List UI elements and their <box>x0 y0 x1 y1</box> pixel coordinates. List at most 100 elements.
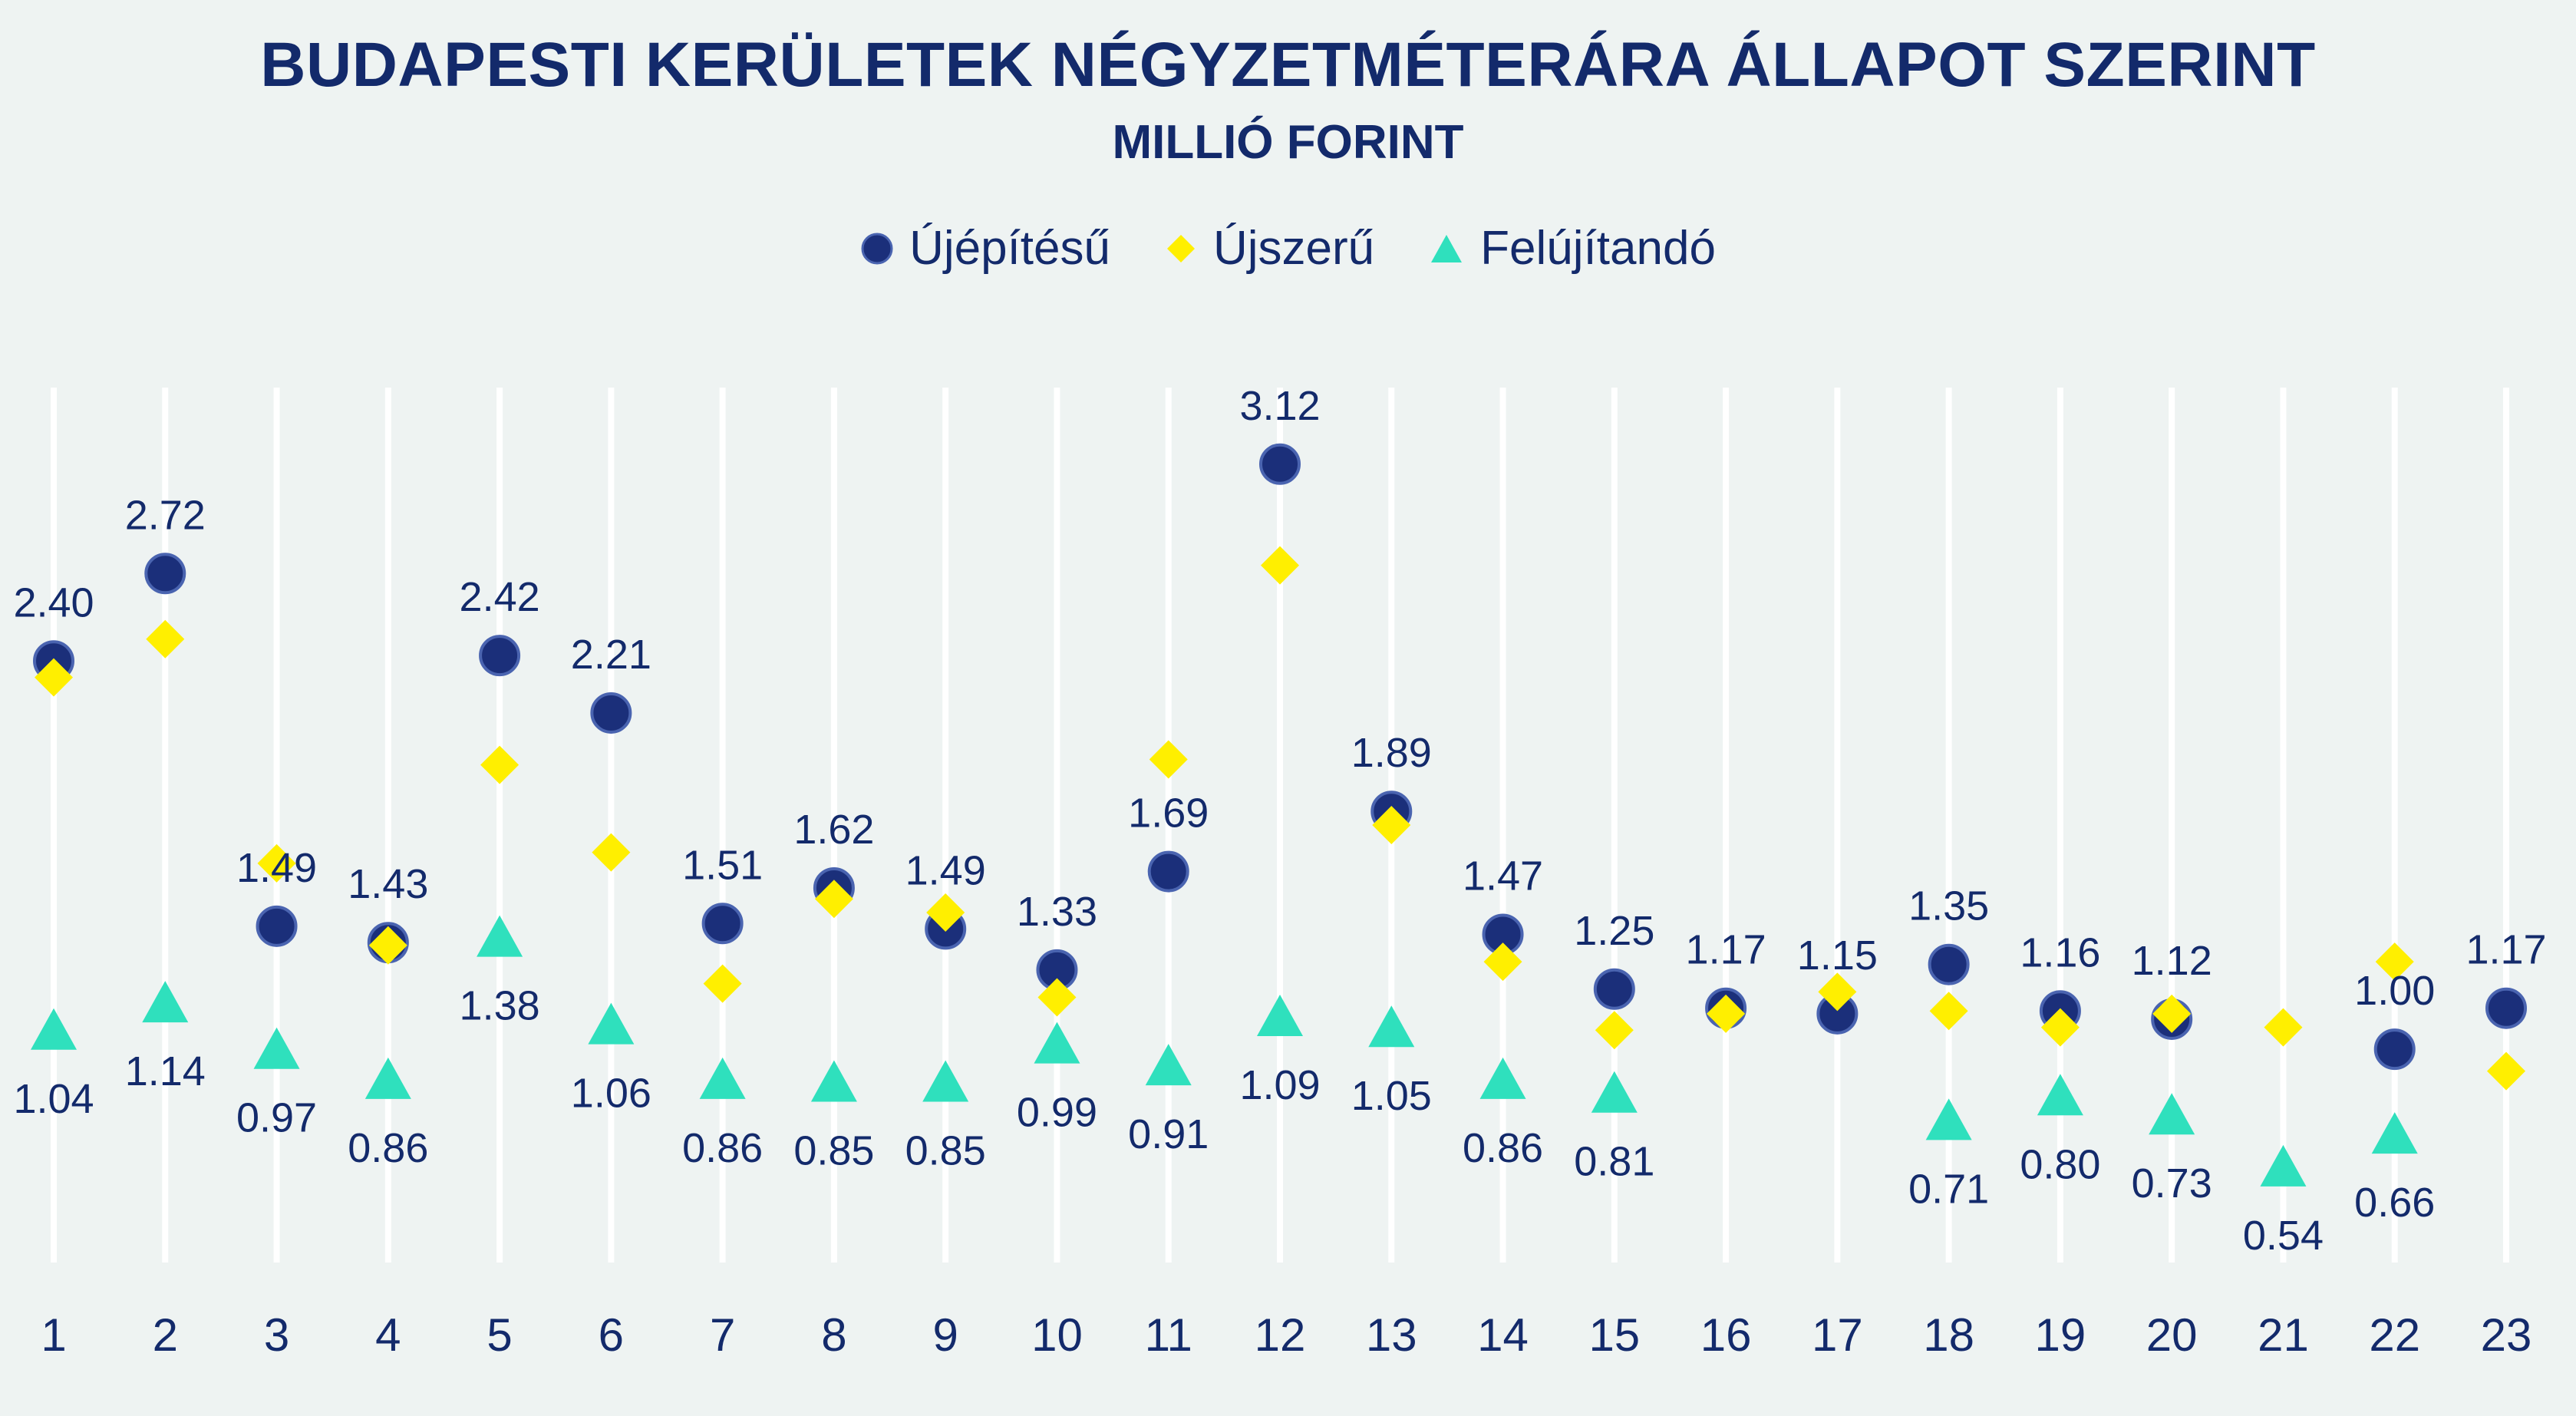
ujepitesu-data-label: 1.89 <box>1351 730 1432 776</box>
ujszeru-point <box>35 658 73 697</box>
felujitando-data-label: 0.91 <box>1128 1111 1209 1157</box>
x-tick-label: 17 <box>1812 1309 1863 1361</box>
ujepitesu-data-label: 1.12 <box>2132 938 2212 984</box>
ujepitesu-point <box>256 905 298 947</box>
x-tick-label: 20 <box>2146 1309 2198 1361</box>
legend-item-ujepitesu[interactable]: Újépítésű <box>860 221 1110 276</box>
ujszeru-point <box>1707 994 1746 1033</box>
ujepitesu-data-label: 1.17 <box>2466 927 2546 973</box>
felujitando-data-label: 1.05 <box>1351 1073 1432 1119</box>
felujitando-data-label: 1.14 <box>125 1048 206 1094</box>
legend-label: Újépítésű <box>909 222 1110 275</box>
ujepitesu-point <box>144 553 186 595</box>
ujepitesu-data-label: 1.69 <box>1128 791 1209 837</box>
felujitando-point <box>1479 1057 1526 1099</box>
ujepitesu-data-label: 1.16 <box>2020 929 2100 975</box>
x-tick-label: 9 <box>932 1309 958 1361</box>
ujszeru-point <box>2264 1008 2303 1047</box>
felujitando-point <box>31 1008 77 1050</box>
felujitando-data-label: 1.38 <box>460 983 540 1029</box>
felujitando-data-label: 0.85 <box>793 1127 874 1173</box>
ujszeru-point <box>814 880 853 919</box>
ujszeru-point <box>1595 1011 1634 1050</box>
x-tick-label: 7 <box>710 1309 735 1361</box>
felujitando-data-label: 0.86 <box>348 1125 428 1171</box>
x-tick-label: 12 <box>1255 1309 1306 1361</box>
x-tick-label: 23 <box>2481 1309 2532 1361</box>
felujitando-point <box>1591 1071 1638 1113</box>
legend-label: Újszerű <box>1213 222 1375 275</box>
felujitando-data-label: 0.73 <box>2132 1160 2212 1206</box>
ujszeru-point <box>1149 740 1188 779</box>
ujepitesu-data-label: 1.43 <box>348 861 428 907</box>
ujepitesu-data-label: 1.33 <box>1017 889 1097 935</box>
ujszeru-point <box>368 926 407 965</box>
chart-subtitle: MILLIÓ FORINT <box>1112 116 1464 169</box>
ujepitesu-data-label: 3.12 <box>1239 383 1320 429</box>
legend-item-felujitando[interactable]: Felújítandó <box>1428 221 1716 276</box>
ujszeru-point <box>1037 978 1077 1017</box>
ujszeru-point <box>1929 992 1968 1031</box>
ujepitesu-data-label: 1.49 <box>905 847 986 893</box>
felujitando-point <box>1925 1098 1972 1140</box>
ujepitesu-data-label: 1.17 <box>1686 927 1766 973</box>
ujepitesu-data-label: 1.51 <box>682 842 763 888</box>
x-tick-label: 11 <box>1145 1309 1192 1361</box>
felujitando-point <box>810 1060 857 1102</box>
felujitando-data-label: 1.06 <box>571 1071 651 1117</box>
x-tick-label: 6 <box>599 1309 624 1361</box>
legend-label: Felújítandó <box>1480 222 1716 275</box>
x-tick-label: 16 <box>1700 1309 1752 1361</box>
x-tick-label: 19 <box>2035 1309 2086 1361</box>
ujepitesu-data-label: 1.25 <box>1574 908 1654 954</box>
ujepitesu-data-label: 2.40 <box>13 579 94 625</box>
felujitando-point <box>588 1002 635 1045</box>
ujszeru-point <box>1483 942 1522 982</box>
felujitando-point <box>2260 1144 2307 1187</box>
felujitando-point <box>1368 1005 1415 1048</box>
ujepitesu-point <box>1593 968 1635 1010</box>
felujitando-point <box>1034 1022 1080 1064</box>
ujszeru-point <box>1372 806 1411 844</box>
ujszeru-point <box>1818 972 1857 1012</box>
ujszeru-point <box>926 893 965 932</box>
x-tick-label: 4 <box>375 1309 401 1361</box>
felujitando-data-label: 0.81 <box>1574 1139 1654 1185</box>
felujitando-point <box>2149 1093 2195 1135</box>
ujepitesu-point <box>701 903 744 945</box>
ujepitesu-point <box>1928 943 1970 985</box>
ujszeru-point <box>2040 1008 2080 1047</box>
triangle-marker-icon <box>1431 234 1463 262</box>
ujepitesu-data-label: 1.62 <box>793 807 874 853</box>
ujepitesu-point <box>479 635 521 677</box>
ujepitesu-point <box>590 691 632 734</box>
ujszeru-point <box>2152 994 2192 1033</box>
x-tick-label: 21 <box>2258 1309 2309 1361</box>
legend: Újépítésű Újszerű Felújítandó <box>0 221 2576 276</box>
felujitando-point <box>477 915 523 957</box>
ujszeru-point <box>146 619 185 658</box>
felujitando-point <box>699 1057 746 1099</box>
felujitando-point <box>2371 1112 2418 1154</box>
felujitando-data-label: 0.97 <box>236 1095 317 1141</box>
felujitando-data-label: 0.66 <box>2354 1180 2435 1226</box>
ujepitesu-data-label: 1.00 <box>2354 968 2435 1014</box>
x-tick-label: 10 <box>1031 1309 1083 1361</box>
ujszeru-point <box>2487 1051 2525 1091</box>
ujszeru-point <box>257 843 296 883</box>
x-tick-label: 13 <box>1366 1309 1417 1361</box>
x-tick-label: 5 <box>487 1309 512 1361</box>
x-tick-label: 14 <box>1477 1309 1529 1361</box>
felujitando-data-label: 1.09 <box>1239 1062 1320 1108</box>
x-tick-label: 18 <box>1923 1309 1974 1361</box>
ujszeru-point <box>2375 942 2414 982</box>
ujepitesu-point <box>2373 1028 2416 1071</box>
ujepitesu-data-label: 1.49 <box>236 845 317 891</box>
legend-item-ujszeru[interactable]: Újszerű <box>1164 221 1374 276</box>
felujitando-data-label: 0.80 <box>2020 1141 2100 1187</box>
ujepitesu-point <box>2485 987 2527 1029</box>
ujszeru-point <box>1261 546 1299 585</box>
ujepitesu-data-label: 1.15 <box>1797 932 1878 979</box>
